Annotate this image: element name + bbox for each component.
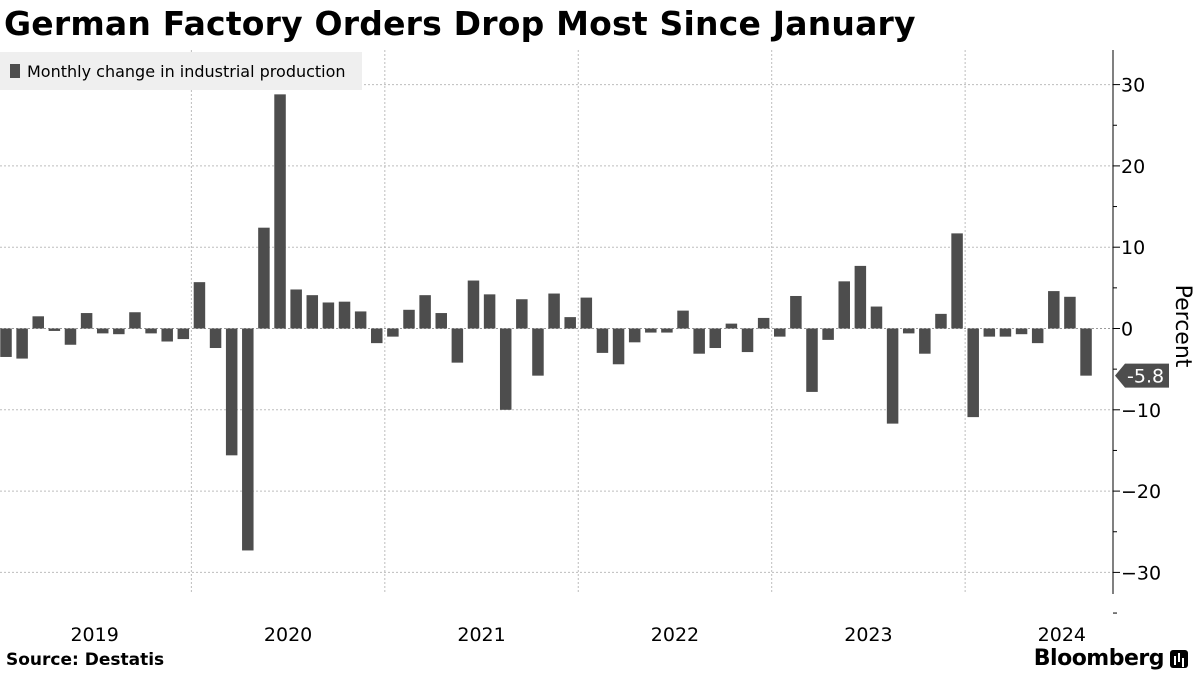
legend-label: Monthly change in industrial production [27, 62, 346, 81]
bar [32, 316, 44, 329]
bar [161, 328, 173, 342]
bar [741, 328, 754, 353]
bar [935, 313, 947, 329]
bar [306, 295, 319, 329]
bar [548, 293, 560, 329]
bar [709, 328, 722, 349]
bar [838, 281, 850, 329]
bar [354, 311, 367, 329]
bar [209, 328, 222, 349]
bar [612, 328, 625, 365]
bar [790, 295, 802, 329]
source-note: Source: Destatis [6, 650, 165, 670]
y-tick-label: −30 [1121, 562, 1161, 584]
bar [290, 289, 302, 329]
bar [757, 317, 770, 329]
bar [806, 328, 818, 392]
bar [64, 328, 77, 345]
bar [0, 328, 12, 357]
bar [145, 328, 157, 334]
bar [580, 297, 593, 329]
last-value-callout [1115, 363, 1169, 388]
bar [967, 328, 979, 418]
bar [774, 328, 786, 337]
x-tick-label: 2023 [844, 624, 892, 646]
bar [677, 310, 689, 329]
bar [902, 328, 915, 334]
bar [258, 227, 270, 329]
y-axis-label: Percent [1170, 285, 1195, 368]
bar [451, 328, 464, 363]
bar [499, 328, 512, 410]
bar [338, 301, 351, 329]
bar [854, 265, 867, 329]
bar [628, 328, 641, 343]
bar [177, 328, 190, 340]
bar [725, 323, 738, 329]
bar [193, 282, 206, 329]
x-tick-label: 2021 [457, 624, 505, 646]
terminal-icon [1170, 649, 1188, 668]
bar [403, 309, 415, 329]
bar [96, 328, 109, 334]
chart-title: German Factory Orders Drop Most Since Ja… [4, 4, 916, 43]
bar [16, 328, 28, 359]
y-tick-label: −20 [1121, 481, 1161, 503]
bar [870, 306, 883, 329]
legend-swatch [10, 64, 20, 78]
bar [467, 280, 480, 329]
bar [242, 328, 254, 551]
bar [322, 302, 335, 329]
bar [1080, 328, 1092, 376]
bar [129, 312, 141, 329]
bar [1015, 328, 1028, 335]
brand-logo: Bloomberg [1034, 646, 1188, 671]
bar [822, 328, 834, 340]
bar [1064, 296, 1076, 329]
bar [516, 299, 528, 329]
y-tick-label: −10 [1121, 400, 1161, 422]
bar [80, 313, 93, 329]
bar [1048, 291, 1060, 329]
bar [274, 94, 286, 329]
y-tick-label: 0 [1121, 319, 1133, 341]
y-tick-label: 10 [1121, 237, 1145, 259]
bar [661, 328, 673, 333]
bar [919, 328, 931, 354]
bar [419, 295, 431, 329]
bar [693, 328, 705, 354]
bar [483, 294, 496, 329]
x-tick-label: 2024 [1038, 624, 1086, 646]
bar [886, 328, 899, 424]
y-tick-label: 20 [1121, 156, 1145, 178]
y-tick-label: 30 [1121, 75, 1145, 97]
bar [999, 328, 1012, 337]
x-tick-label: 2022 [651, 624, 699, 646]
bar [983, 328, 996, 337]
bar [48, 328, 61, 331]
x-tick-label: 2020 [264, 624, 312, 646]
bar [225, 328, 238, 456]
x-tick-label: 2019 [70, 624, 118, 646]
bar [532, 328, 544, 376]
bar [1031, 328, 1044, 344]
last-value-label: -5.8 [1127, 366, 1164, 388]
bar [564, 317, 576, 329]
bar [387, 328, 399, 337]
bar [113, 328, 125, 335]
bar [435, 313, 447, 329]
bar [371, 328, 383, 344]
bar [645, 328, 657, 333]
brand-name: Bloomberg [1033, 646, 1165, 671]
bar [596, 328, 609, 353]
bar [951, 233, 963, 329]
legend-box [0, 52, 362, 90]
